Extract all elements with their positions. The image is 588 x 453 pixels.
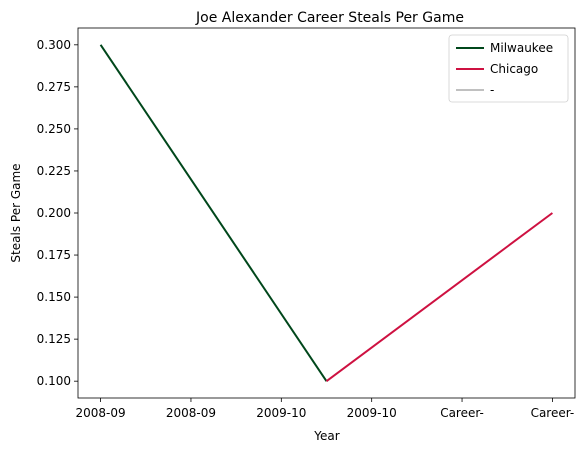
y-tick-label: 0.300 bbox=[37, 38, 71, 52]
y-tick-label: 0.125 bbox=[37, 332, 71, 346]
y-axis-label: Steals Per Game bbox=[9, 163, 23, 262]
x-tick-label: Career- bbox=[531, 406, 575, 420]
legend-label: Chicago bbox=[490, 62, 538, 76]
y-tick-label: 0.175 bbox=[37, 248, 71, 262]
x-tick-label: 2008-09 bbox=[76, 406, 126, 420]
x-tick-label: 2009-10 bbox=[347, 406, 397, 420]
y-tick-label: 0.100 bbox=[37, 374, 71, 388]
x-axis-label: Year bbox=[313, 429, 339, 443]
y-tick-label: 0.250 bbox=[37, 122, 71, 136]
legend-label: - bbox=[490, 83, 494, 97]
y-axis-ticks: 0.100 0.125 0.150 0.175 0.200 0.225 0.250 0.275… bbox=[37, 38, 78, 388]
y-tick-label: 0.225 bbox=[37, 164, 71, 178]
series-line-chicago bbox=[325, 212, 553, 383]
y-tick-label: 0.275 bbox=[37, 80, 71, 94]
y-tick-label: 0.150 bbox=[37, 290, 71, 304]
series-line-milwaukee bbox=[99, 44, 328, 382]
legend-frame bbox=[448, 34, 569, 103]
x-axis-ticks: 2008-09 2008-09 2009-10 2009-10 Career- Caree… bbox=[76, 398, 575, 420]
x-tick-label: 2008-09 bbox=[166, 406, 216, 420]
series-lines bbox=[99, 44, 553, 383]
x-tick-label: 2009-10 bbox=[256, 406, 306, 420]
y-tick-label: 0.200 bbox=[37, 206, 71, 220]
x-tick-label: Career- bbox=[440, 406, 484, 420]
legend: Milwaukee Chicago - bbox=[448, 34, 569, 103]
legend-label: Milwaukee bbox=[490, 41, 553, 55]
chart-title: Joe Alexander Career Steals Per Game bbox=[195, 10, 464, 26]
